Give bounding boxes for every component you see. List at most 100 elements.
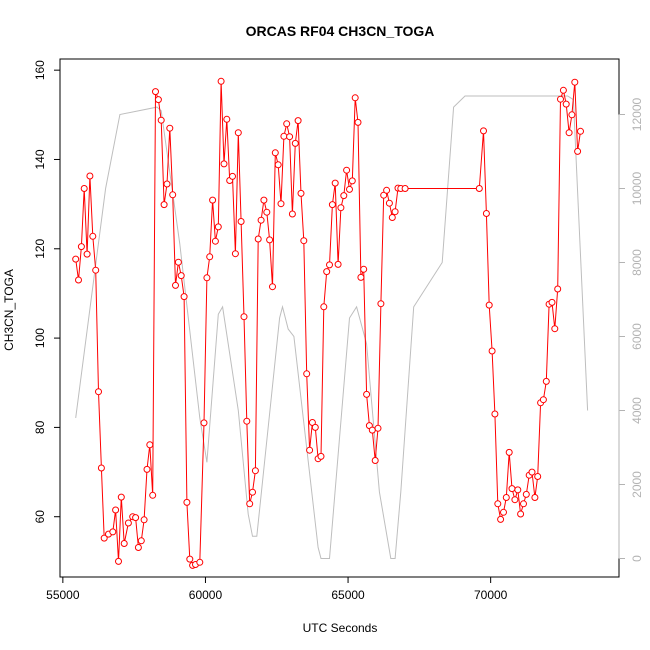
right-y-tick-label: 6000	[630, 323, 644, 350]
data-point	[488, 347, 496, 355]
data-point	[354, 118, 362, 126]
right-y-axis: 0 2000 4000 6000 8000 10000 12000	[618, 97, 644, 562]
chart-title: ORCAS RF04 CH3CN_TOGA	[246, 23, 435, 39]
data-point	[117, 493, 125, 501]
data-point	[337, 204, 345, 212]
data-point	[288, 210, 296, 218]
x-tick-label: 70000	[474, 588, 508, 602]
data-point	[251, 467, 259, 475]
data-point	[269, 283, 276, 291]
data-point	[83, 250, 91, 258]
data-point	[95, 388, 102, 396]
data-point	[240, 313, 248, 321]
data-point	[211, 237, 219, 245]
data-point	[283, 120, 291, 128]
data-point	[280, 132, 288, 140]
right-y-tick-label: 10000	[630, 171, 644, 205]
data-point	[311, 423, 319, 431]
data-point	[277, 200, 285, 208]
data-point	[522, 490, 530, 498]
x-axis: 55000 60000 65000 70000	[46, 576, 508, 602]
data-point	[160, 201, 168, 209]
y-tick-label: 60	[33, 510, 47, 524]
data-point	[249, 488, 256, 496]
data-point	[115, 557, 122, 565]
data-point	[360, 265, 368, 273]
data-point	[263, 208, 271, 216]
data-point	[574, 147, 582, 155]
ch3cn-series	[72, 77, 584, 569]
data-point	[485, 301, 493, 309]
right-y-tick-label: 8000	[630, 249, 644, 276]
y-tick-label: 160	[33, 60, 47, 80]
data-point	[303, 370, 311, 378]
data-point	[223, 115, 231, 123]
data-point	[134, 544, 142, 551]
data-point	[234, 129, 242, 137]
data-point	[154, 96, 162, 104]
data-point	[137, 537, 145, 545]
data-point	[514, 486, 522, 494]
right-y-tick-label: 4000	[630, 397, 644, 424]
data-point	[86, 172, 94, 180]
data-point	[132, 514, 140, 522]
data-point	[326, 261, 333, 269]
data-point	[482, 210, 490, 217]
data-point	[286, 133, 294, 141]
y-axis-label: CH3CN_TOGA	[2, 269, 16, 351]
data-point	[214, 223, 222, 231]
data-point	[491, 410, 499, 418]
data-point	[174, 258, 182, 266]
data-point	[217, 77, 225, 85]
data-point	[534, 473, 542, 480]
data-point	[75, 276, 82, 284]
data-point	[505, 448, 513, 456]
data-point	[385, 199, 393, 207]
data-point	[320, 303, 328, 311]
data-point	[157, 116, 165, 124]
data-point	[120, 540, 128, 547]
data-point	[500, 508, 507, 516]
data-point	[531, 494, 539, 501]
data-point	[539, 396, 547, 404]
data-point	[340, 192, 348, 200]
right-y-tick-label: 12000	[630, 97, 644, 131]
data-point	[220, 160, 228, 168]
data-point	[371, 457, 379, 464]
data-point	[388, 214, 396, 221]
data-point	[166, 124, 174, 132]
y-tick-label: 120	[33, 238, 47, 258]
data-point	[317, 452, 325, 460]
data-point	[291, 139, 299, 147]
data-point	[357, 273, 365, 281]
data-point	[231, 250, 239, 258]
data-point	[97, 464, 105, 472]
data-point	[577, 127, 584, 135]
data-point	[562, 100, 570, 108]
y-tick-label: 80	[33, 420, 47, 434]
altitude-series	[75, 95, 589, 559]
data-point	[511, 496, 519, 504]
y-tick-label: 100	[33, 328, 47, 348]
data-point	[346, 185, 353, 193]
data-point	[528, 468, 536, 476]
data-point	[557, 95, 564, 103]
y-tick-label: 140	[33, 149, 47, 169]
data-point	[480, 127, 487, 135]
data-point	[254, 235, 262, 243]
data-point	[72, 255, 80, 263]
data-point	[146, 441, 154, 449]
x-axis-label: UTC Seconds	[303, 621, 378, 635]
data-point	[203, 274, 211, 282]
data-point	[348, 177, 356, 185]
data-point	[334, 260, 342, 268]
data-point	[401, 185, 409, 192]
data-point	[331, 179, 339, 187]
data-point	[520, 500, 527, 508]
right-y-tick-label: 2000	[630, 471, 644, 498]
data-point	[243, 417, 251, 425]
data-point	[229, 172, 236, 180]
data-point	[77, 243, 85, 251]
data-point	[475, 185, 483, 192]
data-point	[186, 555, 194, 563]
